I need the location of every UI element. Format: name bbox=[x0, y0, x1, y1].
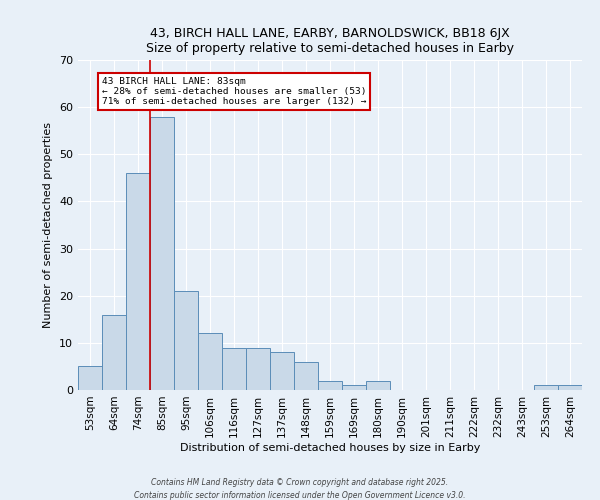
Bar bbox=[174, 291, 198, 390]
Title: 43, BIRCH HALL LANE, EARBY, BARNOLDSWICK, BB18 6JX
Size of property relative to : 43, BIRCH HALL LANE, EARBY, BARNOLDSWICK… bbox=[146, 26, 514, 54]
Bar bbox=[558, 386, 582, 390]
Bar bbox=[318, 380, 342, 390]
Bar bbox=[102, 314, 126, 390]
Bar bbox=[366, 380, 390, 390]
Bar bbox=[198, 334, 222, 390]
Bar bbox=[78, 366, 102, 390]
Bar bbox=[342, 386, 366, 390]
Y-axis label: Number of semi-detached properties: Number of semi-detached properties bbox=[43, 122, 53, 328]
Text: 43 BIRCH HALL LANE: 83sqm
← 28% of semi-detached houses are smaller (53)
71% of : 43 BIRCH HALL LANE: 83sqm ← 28% of semi-… bbox=[102, 76, 367, 106]
Bar bbox=[270, 352, 294, 390]
Bar bbox=[150, 116, 174, 390]
Bar bbox=[222, 348, 246, 390]
Bar bbox=[534, 386, 558, 390]
Text: Contains HM Land Registry data © Crown copyright and database right 2025.
Contai: Contains HM Land Registry data © Crown c… bbox=[134, 478, 466, 500]
Bar bbox=[126, 173, 150, 390]
Bar bbox=[294, 362, 318, 390]
Bar bbox=[246, 348, 270, 390]
X-axis label: Distribution of semi-detached houses by size in Earby: Distribution of semi-detached houses by … bbox=[180, 442, 480, 452]
